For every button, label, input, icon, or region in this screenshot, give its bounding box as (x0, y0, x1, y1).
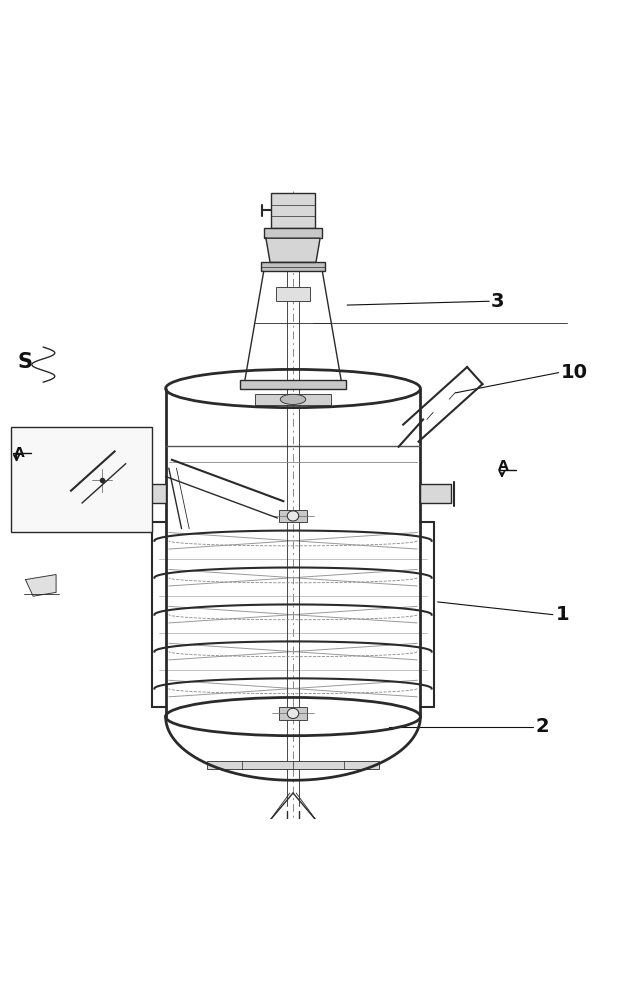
Bar (282, 828, 304, 836)
Bar (207, 761, 379, 769)
Bar (135, 484, 166, 503)
Ellipse shape (287, 708, 299, 718)
Bar (279, 707, 307, 720)
Ellipse shape (287, 511, 299, 521)
Text: 3: 3 (490, 292, 504, 311)
Text: A: A (14, 446, 25, 460)
Bar (261, 262, 325, 271)
Ellipse shape (280, 394, 306, 404)
Text: 1: 1 (555, 605, 569, 624)
Bar (264, 228, 322, 238)
Bar (271, 193, 315, 228)
Bar (241, 380, 345, 389)
Bar (11, 427, 152, 532)
Text: A: A (498, 459, 509, 473)
Bar (276, 287, 310, 301)
Bar (279, 510, 307, 522)
Bar (420, 484, 451, 503)
Text: S: S (18, 352, 33, 372)
Text: 10: 10 (561, 363, 587, 382)
Bar (255, 394, 331, 405)
Polygon shape (266, 238, 320, 262)
Text: 2: 2 (535, 717, 548, 736)
Polygon shape (25, 575, 56, 596)
